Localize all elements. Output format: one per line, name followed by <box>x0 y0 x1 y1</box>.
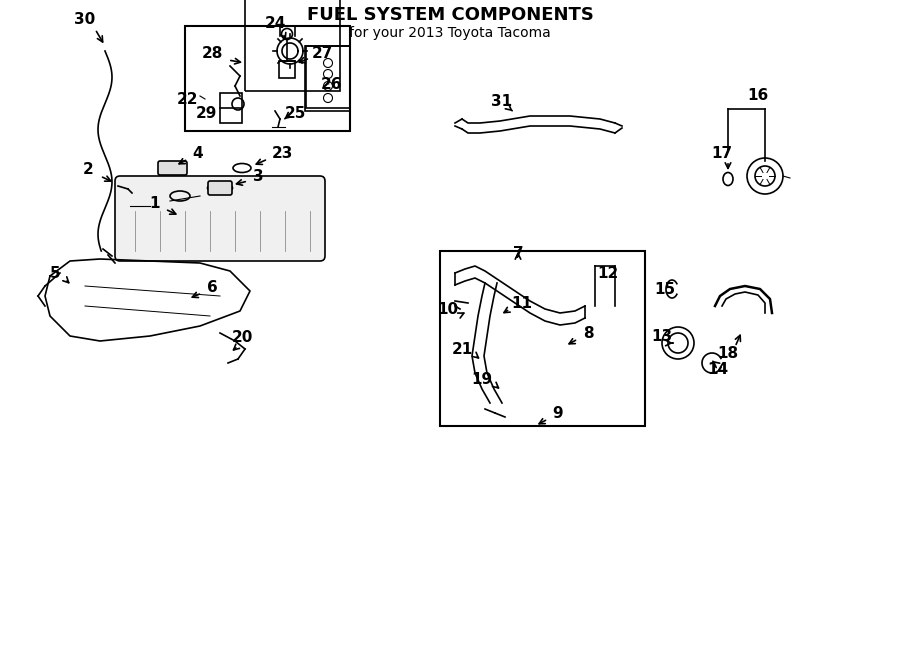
Text: 31: 31 <box>491 93 513 108</box>
Text: 18: 18 <box>717 346 739 360</box>
Bar <box>185 26 350 131</box>
Text: 22: 22 <box>176 91 198 106</box>
Text: 20: 20 <box>231 329 253 344</box>
Text: 7: 7 <box>513 245 523 260</box>
Text: 9: 9 <box>553 405 563 420</box>
Text: 24: 24 <box>265 15 285 30</box>
Text: 10: 10 <box>437 301 459 317</box>
Bar <box>279 61 295 78</box>
Text: 16: 16 <box>747 89 769 104</box>
Text: 3: 3 <box>253 169 264 184</box>
Text: for your 2013 Toyota Tacoma: for your 2013 Toyota Tacoma <box>349 26 551 40</box>
Text: 2: 2 <box>83 161 94 176</box>
Text: 6: 6 <box>207 280 218 295</box>
Text: FUEL SYSTEM COMPONENTS: FUEL SYSTEM COMPONENTS <box>307 6 593 24</box>
Text: 23: 23 <box>271 145 292 161</box>
Text: 26: 26 <box>321 77 343 91</box>
Text: 12: 12 <box>598 266 618 280</box>
Bar <box>305 46 350 111</box>
Text: 14: 14 <box>707 362 729 377</box>
Text: 25: 25 <box>284 106 306 120</box>
Text: 5: 5 <box>50 266 60 280</box>
FancyBboxPatch shape <box>158 161 187 175</box>
Bar <box>220 93 242 123</box>
Bar <box>306 46 350 108</box>
Text: 19: 19 <box>472 371 492 387</box>
Text: 11: 11 <box>511 295 533 311</box>
FancyBboxPatch shape <box>208 181 232 195</box>
Text: 15: 15 <box>654 282 676 297</box>
Text: 8: 8 <box>582 325 593 340</box>
Text: 1: 1 <box>149 196 160 210</box>
Text: 29: 29 <box>195 106 217 120</box>
FancyBboxPatch shape <box>115 176 325 261</box>
Text: 30: 30 <box>75 11 95 26</box>
Text: 17: 17 <box>711 145 733 161</box>
Text: 13: 13 <box>652 329 672 344</box>
Text: 21: 21 <box>452 342 472 356</box>
Text: 27: 27 <box>311 46 333 61</box>
Bar <box>440 251 645 426</box>
Text: 28: 28 <box>202 46 222 61</box>
Bar <box>245 0 340 91</box>
Text: 4: 4 <box>193 145 203 161</box>
